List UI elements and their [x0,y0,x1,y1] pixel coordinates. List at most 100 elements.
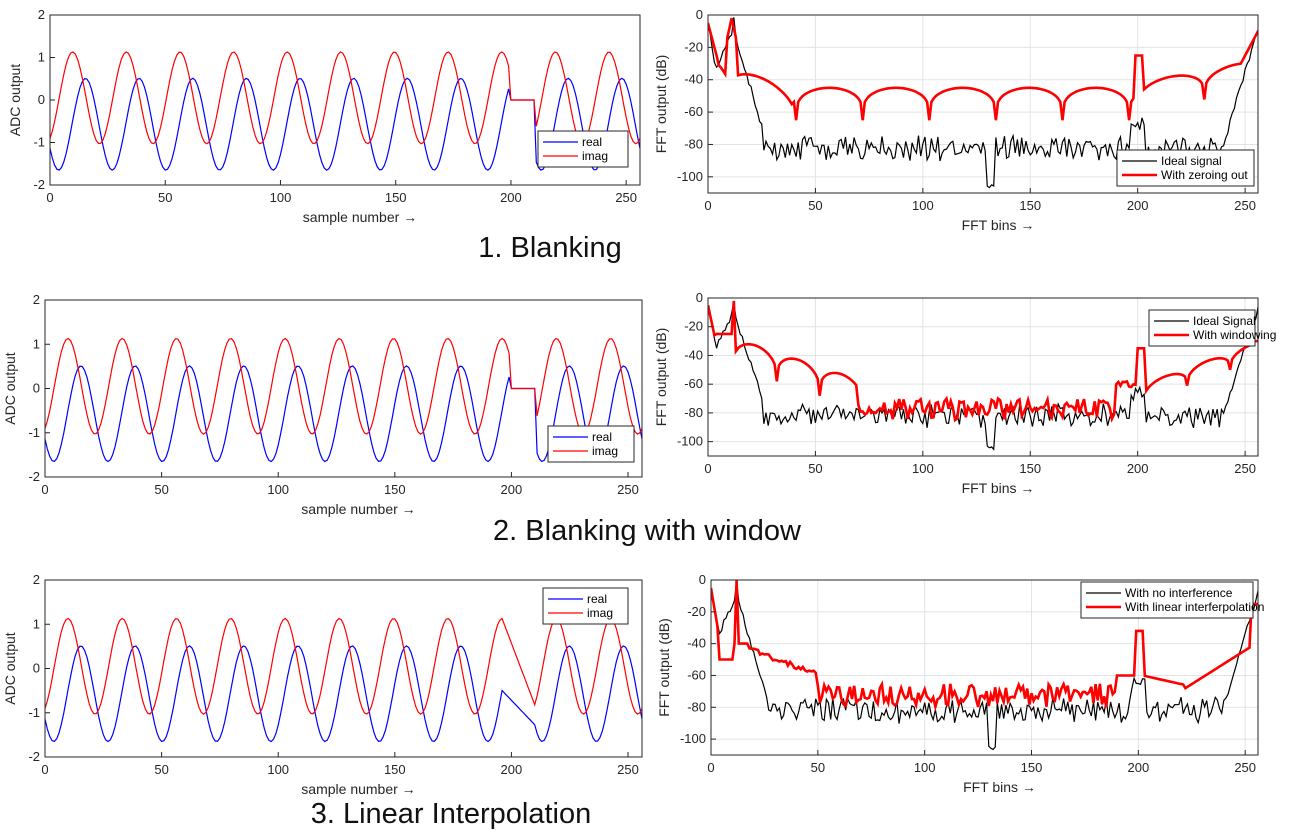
y-tick-label: -80 [684,405,703,420]
series-line-real [50,77,640,171]
legend-box [547,425,635,463]
x-tick-label: 200 [501,762,523,777]
y-tick-label: -20 [684,39,703,54]
y-tick-label: 0 [38,92,45,107]
x-tick-label: 0 [41,482,48,497]
x-tick-label: 150 [1019,198,1041,213]
y-tick-label: -40 [687,636,706,651]
y-tick-label: 2 [38,7,45,22]
y-axis-label: ADC output [7,64,23,136]
x-tick-label: 250 [615,190,637,205]
x-tick-label: 100 [912,198,934,213]
series-line-imag [45,617,642,715]
series-line-ideal [708,302,1258,451]
series-line-processed [711,580,1258,712]
y-tick-label: -2 [33,177,45,192]
chart-time-window: 0 50 100 150 200 250 -2 -1 0 1 2 sample number → ADC… [2,292,643,517]
x-tick-label: 250 [1234,760,1256,775]
x-tick-label: 50 [158,190,172,205]
x-tick-label: 200 [500,190,522,205]
legend-entry-ideal: Ideal signal [1161,154,1222,168]
series-line-processed [708,17,1258,121]
y-axis-label: ADC output [2,632,18,704]
x-axis-label: sample number → [301,781,415,797]
y-tick-label: 0 [699,572,706,587]
x-tick-label: 250 [1234,461,1256,476]
caption-blanking: 1. Blanking [478,232,622,264]
y-tick-label: -1 [28,705,40,720]
series-line-imag [50,51,640,145]
x-tick-label: 200 [501,482,523,497]
legend-entry-real: real [587,592,607,606]
y-tick-label: -2 [28,749,40,764]
series-line-real [45,645,642,743]
y-tick-label: -100 [677,434,703,449]
chart-fft-blanking: 0 50 100 150 200 250 0 -20 -40 -60 -80 -100 FFT bins… [653,7,1259,233]
y-tick-label: -60 [684,104,703,119]
x-tick-label: 200 [1127,461,1149,476]
legend-box [537,130,629,168]
legend-box [542,587,629,625]
axes-frame [707,297,1259,457]
y-tick-label: 0 [33,661,40,676]
y-tick-label: 1 [33,616,40,631]
x-axis-label: sample number → [303,209,417,225]
x-tick-label: 250 [1234,198,1256,213]
x-tick-label: 50 [154,762,168,777]
legend-entry-real: real [592,430,612,444]
y-tick-label: -20 [684,319,703,334]
x-tick-label: 0 [707,760,714,775]
series-line-ideal [708,17,1258,189]
x-tick-label: 150 [1021,760,1043,775]
x-tick-label: 200 [1127,198,1149,213]
x-tick-label: 250 [617,482,639,497]
series-line-real [45,365,642,463]
legend-entry-ideal: Ideal Signal [1193,314,1256,328]
x-tick-label: 200 [1127,760,1149,775]
y-tick-label: 1 [33,336,40,351]
x-tick-label: 150 [384,482,406,497]
legend-entry-imag: imag [582,149,608,163]
series-line-processed [708,300,1258,423]
legend-entry-imag: imag [592,444,618,458]
x-tick-label: 100 [914,760,936,775]
legend-entry-processed: With windowing [1193,328,1276,342]
chart-fft-window: 0 50 100 150 200 250 0 -20 -40 -60 -80 -100 FFT bins… [653,290,1276,496]
caption-blanking-window: 2. Blanking with window [493,515,802,547]
chart-time-interp: 0 50 100 150 200 250 -2 -1 0 1 2 sample number → ADC… [2,572,643,797]
y-axis-label: FFT output (dB) [653,328,669,427]
x-tick-label: 100 [267,762,289,777]
y-tick-label: 2 [33,292,40,307]
x-tick-label: 50 [154,482,168,497]
y-axis-label: FFT output (dB) [653,55,669,154]
x-tick-label: 100 [270,190,292,205]
y-tick-label: 0 [33,381,40,396]
y-tick-label: -40 [684,72,703,87]
y-tick-label: 0 [696,290,703,305]
y-axis-label: FFT output (dB) [656,618,672,717]
x-tick-label: 100 [912,461,934,476]
x-axis-label: sample number → [301,501,415,517]
y-tick-label: 1 [38,50,45,65]
x-axis-label: FFT bins → [962,480,1035,496]
caption-linear-interpolation: 3. Linear Interpolation [311,798,592,830]
y-tick-label: -60 [684,376,703,391]
y-tick-label: -2 [28,469,40,484]
x-tick-label: 100 [267,482,289,497]
y-tick-label: -100 [677,169,703,184]
legend-box [1116,149,1255,187]
x-tick-label: 50 [808,461,822,476]
y-tick-label: -40 [684,347,703,362]
legend-entry-real: real [582,135,602,149]
legend-box [1080,581,1254,619]
y-tick-label: -80 [684,136,703,151]
x-tick-label: 150 [385,190,407,205]
x-tick-label: 150 [1019,461,1041,476]
